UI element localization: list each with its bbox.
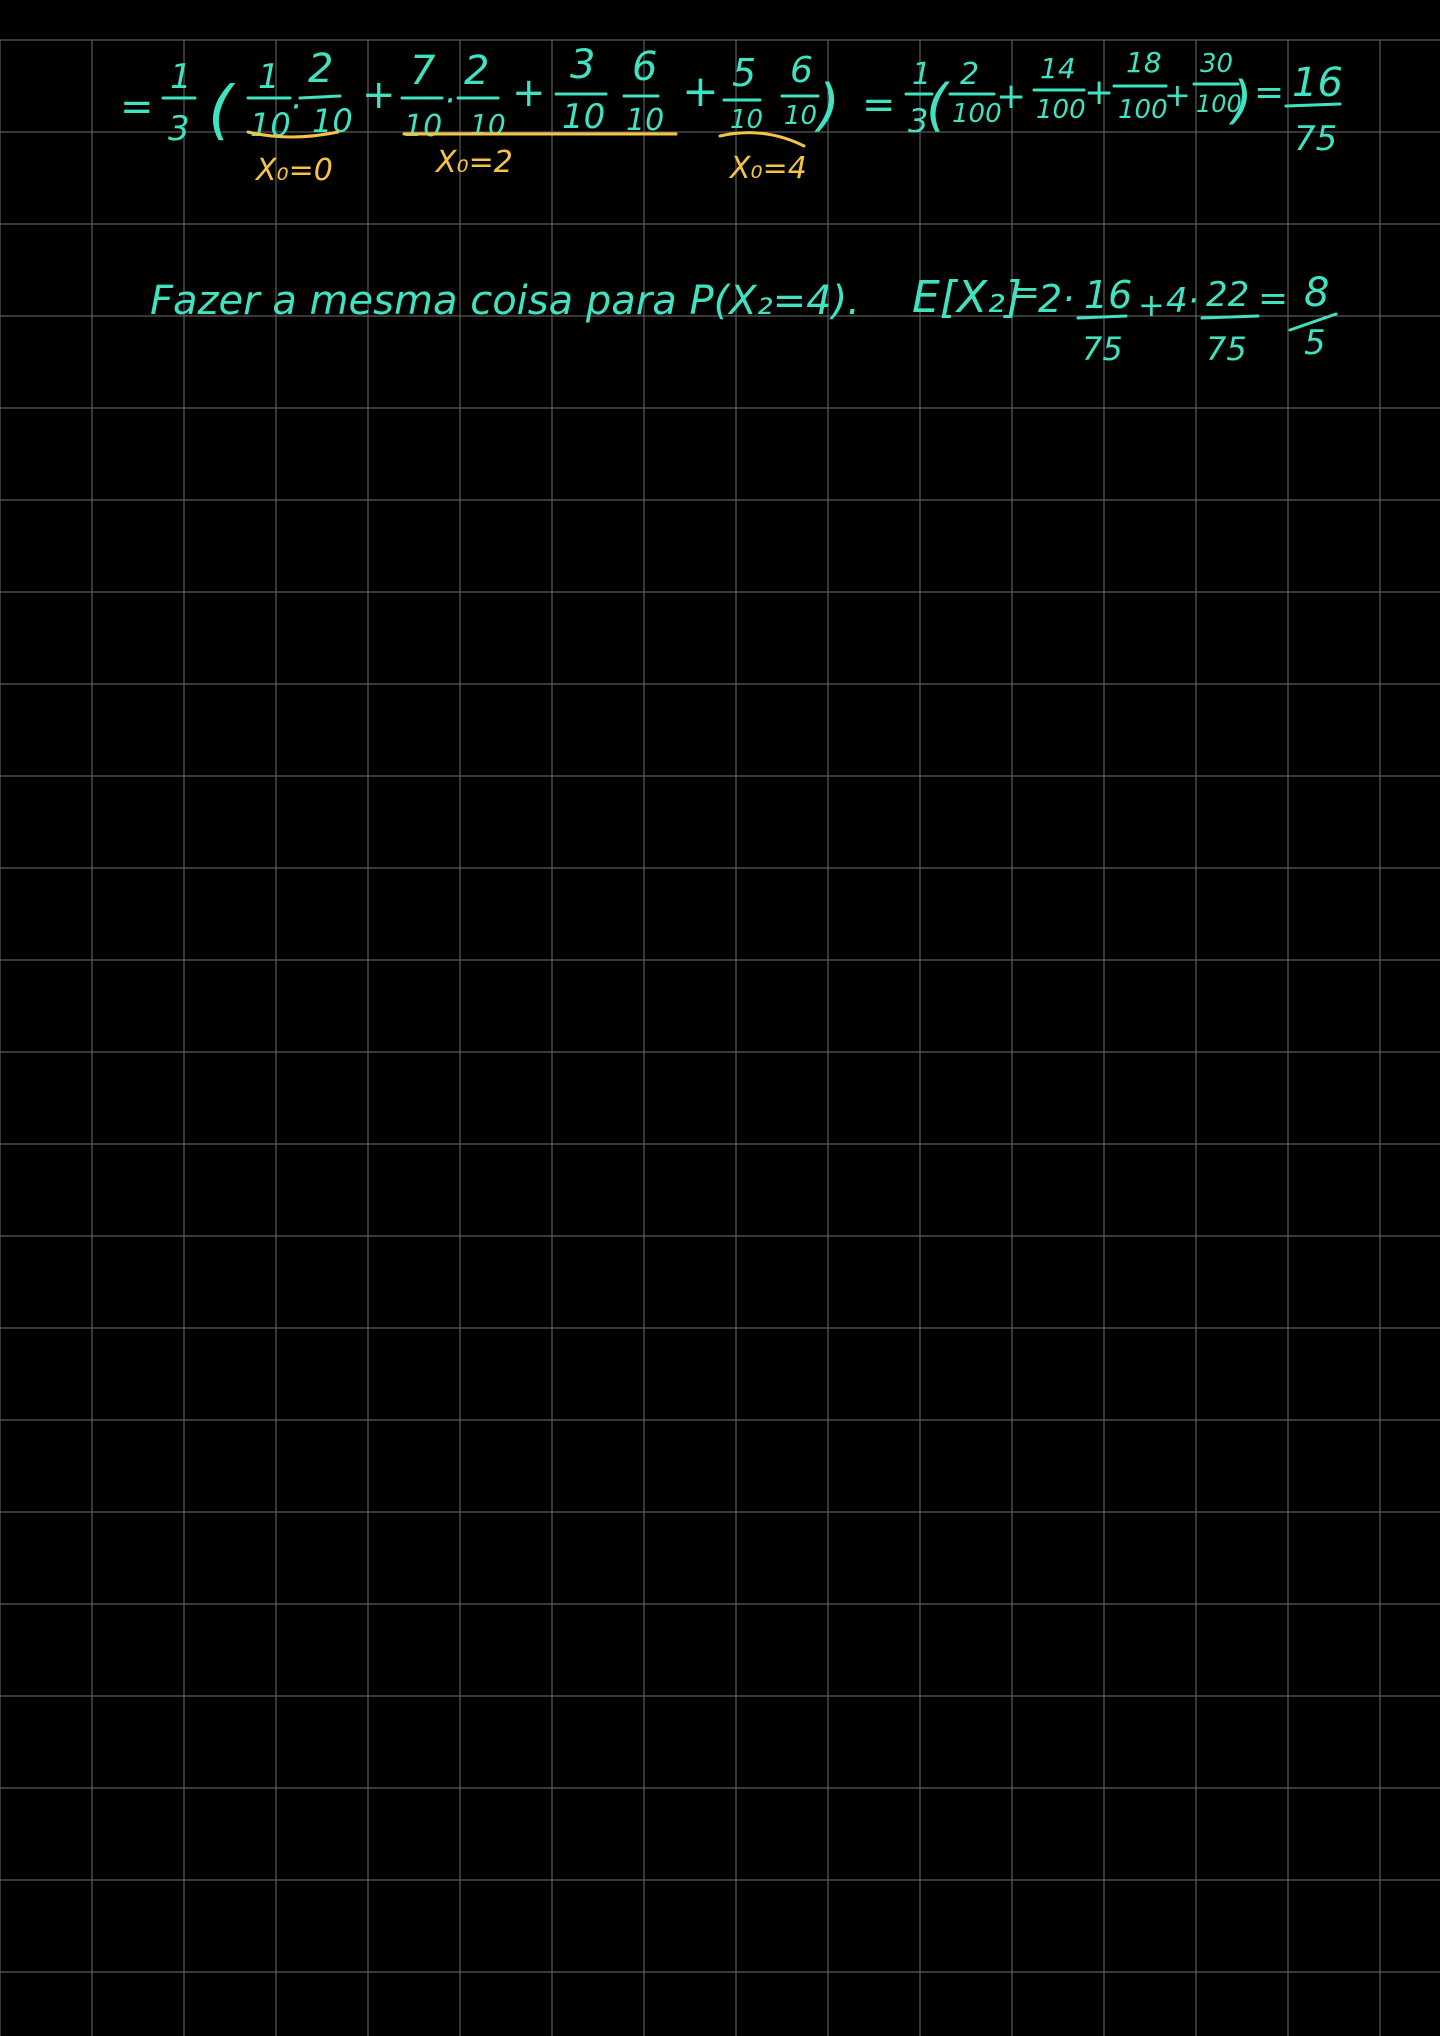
expectation-lhs: E[X₂] [912,272,1022,323]
expectation-result-denominator: 5 [1304,323,1326,363]
term2-dot: · [444,81,455,121]
fraction-denominator: 3 [168,109,190,149]
term2-b-numerator: 2 [464,48,489,94]
expectation-f2-numerator: 22 [1206,275,1249,315]
expectation-plus: + [1138,286,1165,324]
handwriting-layer: = 1 3 ( 1 10 · 2 10 + 7 10 · 2 10 + [120,42,1343,368]
rhs-f2-numerator: 14 [1040,52,1076,85]
term4-a-numerator: 5 [732,51,756,95]
expectation-f1-bar [1076,314,1128,320]
rhs-f2-denominator: 100 [1036,95,1086,125]
term1-b-numerator: 2 [308,46,333,92]
plus-sign-3: + [682,66,719,117]
open-paren: ( [208,74,236,148]
rhs-f4-numerator: 30 [1200,49,1233,79]
expectation-eq-sign: = [1010,272,1040,313]
rhs-outer-denominator: 3 [908,102,928,140]
term2-a-numerator: 7 [410,48,436,94]
expectation-coef-1: 2· [1038,277,1074,321]
rhs-f4-denominator: 100 [1196,90,1242,118]
equation-line-2: Fazer a mesma coisa para P(X₂=4). E[X₂] … [150,270,1338,368]
instruction-text: Fazer a mesma coisa para P(X₂=4). [150,278,860,324]
result-bar [1284,102,1342,108]
underline-x0-4 [718,131,806,148]
expectation-result-bar [1288,312,1338,332]
expectation-coef-2: 4· [1166,281,1198,321]
term2-b-denominator: 10 [470,108,506,141]
expectation-f2-bar [1200,314,1260,320]
term2-a-denominator: 10 [404,109,442,144]
result-denominator: 75 [1294,119,1337,159]
term3-b-denominator: 10 [626,103,664,138]
expectation-eq-sign-2: = [1258,278,1288,319]
term3-a-denominator: 10 [562,97,605,137]
equation-line-1: = 1 3 ( 1 10 · 2 10 + 7 10 · 2 10 + [120,42,1343,188]
plus-sign-2: + [512,70,546,116]
rhs-eq-sign-2: = [1254,72,1284,113]
fraction-numerator: 1 [170,57,192,97]
expectation-result-numerator: 8 [1304,270,1329,316]
expectation-f1-denominator: 75 [1082,330,1123,368]
term1-a-numerator: 1 [258,57,280,97]
expectation-f2-denominator: 75 [1206,330,1247,368]
term4-b-numerator: 6 [790,50,813,91]
rhs-open-paren: ( [926,73,950,138]
rhs-f1-denominator: 100 [952,99,1002,129]
grid-lines [0,39,1440,2036]
expectation-f1-numerator: 16 [1084,273,1132,317]
underline-x0-0 [246,130,340,139]
term3-a-numerator: 3 [570,42,595,88]
eq-sign: = [120,84,154,130]
rhs-outer-numerator: 1 [912,57,931,92]
condition-annotations: X₀=0 X₀=2 X₀=4 [246,130,807,188]
rhs-f3-numerator: 18 [1126,46,1162,79]
rhs-f1-numerator: 2 [960,57,979,92]
note-x0-0: X₀=0 [254,153,333,188]
term1-dot: · [290,87,301,127]
rhs-close-paren: ) [1228,71,1252,131]
eq-sign-rhs: = [862,82,896,128]
plus-sign-1: + [362,72,396,118]
result-numerator: 16 [1292,60,1343,106]
term4-b-denominator: 10 [784,101,817,131]
rhs-plus-3: + [1164,76,1191,114]
rhs-plus-1: + [996,76,1026,117]
close-paren: ) [814,73,840,138]
term3-b-numerator: 6 [632,44,657,90]
note-x0-4: X₀=4 [728,151,807,186]
term4-a-denominator: 10 [730,105,763,135]
note-x0-2: X₀=2 [434,145,513,180]
rhs-plus-2: + [1084,72,1114,113]
rhs-f3-denominator: 100 [1118,95,1168,125]
term1-b-bar [298,94,342,100]
